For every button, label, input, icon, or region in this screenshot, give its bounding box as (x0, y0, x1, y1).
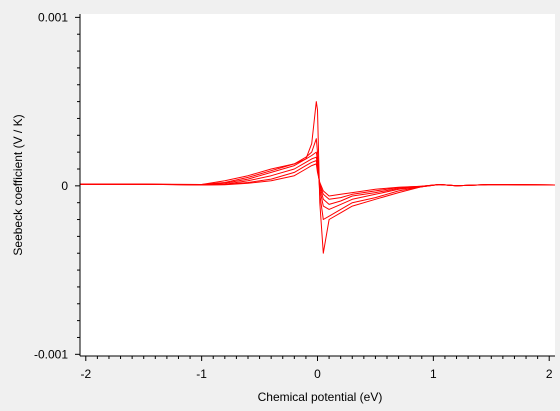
x-tick-label: -2 (80, 367, 91, 381)
series-line-6 (80, 163, 556, 197)
y-tick-label: -0.001 (34, 347, 68, 361)
series-layer (80, 101, 556, 254)
x-tick-label: 0 (314, 367, 321, 381)
x-tick-label: 2 (546, 367, 553, 381)
y-tick-label: 0 (61, 179, 68, 193)
x-axis-ticks: -2 -1 0 1 2 (80, 356, 553, 381)
x-tick-label: 1 (430, 367, 437, 381)
x-tick-label: -1 (196, 367, 207, 381)
x-axis-title: Chemical potential (eV) (258, 390, 383, 404)
y-tick-label: 0.001 (38, 10, 68, 24)
y-axis-ticks: 0.001 0 -0.001 (34, 10, 80, 361)
y-axis-title: Seebeck coefficient (V / K) (11, 114, 25, 255)
